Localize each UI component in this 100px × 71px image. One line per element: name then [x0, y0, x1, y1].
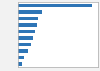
- Bar: [18, 4, 92, 7]
- Bar: [18, 49, 28, 53]
- Bar: [18, 17, 38, 20]
- Bar: [18, 62, 22, 66]
- Bar: [18, 56, 24, 59]
- Bar: [18, 43, 31, 46]
- Bar: [18, 10, 42, 14]
- Bar: [18, 23, 36, 27]
- Bar: [18, 36, 33, 40]
- Bar: [18, 30, 35, 33]
